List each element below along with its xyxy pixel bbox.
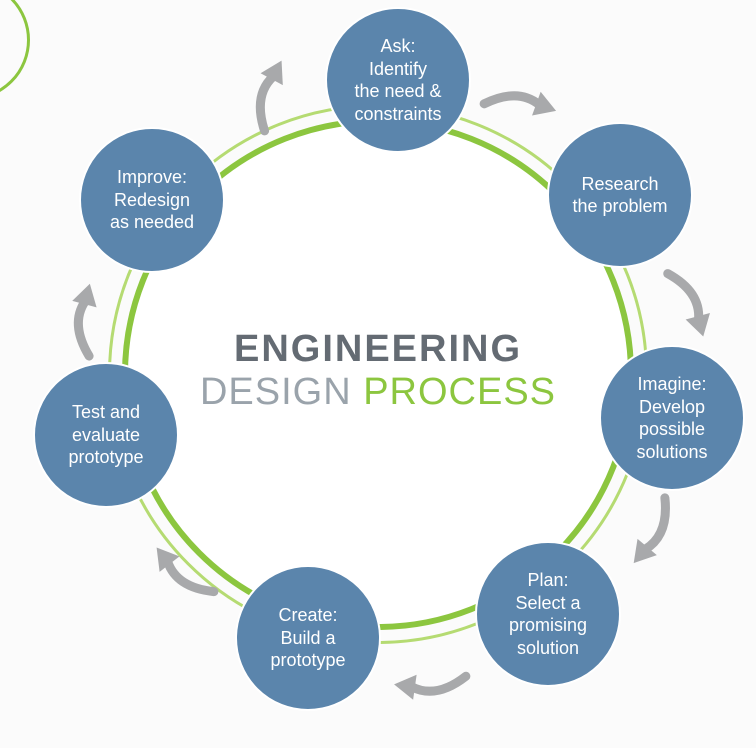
cycle-arrow-plan-to-create <box>384 649 472 712</box>
node-create-label: Create: Build a prototype <box>270 604 345 672</box>
node-research-label: Research the problem <box>572 173 667 218</box>
node-research: Research the problem <box>547 122 693 268</box>
title-line1: ENGINEERING <box>178 328 578 371</box>
node-ask-label: Ask: Identify the need & constraints <box>354 35 441 125</box>
node-plan: Plan: Select a promising solution <box>475 541 621 687</box>
node-improve-label: Improve: Redesign as needed <box>110 166 194 234</box>
node-improve: Improve: Redesign as needed <box>79 127 225 273</box>
cycle-arrow-research-to-imagine <box>650 261 721 354</box>
node-imagine: Imagine: Develop possible solutions <box>599 345 745 491</box>
node-imagine-label: Imagine: Develop possible solutions <box>636 373 707 463</box>
center-title: ENGINEERINGDESIGN PROCESS <box>178 328 578 414</box>
node-plan-label: Plan: Select a promising solution <box>509 569 587 659</box>
title-process: PROCESS <box>363 371 556 413</box>
node-ask: Ask: Identify the need & constraints <box>325 7 471 153</box>
node-test: Test and evaluate prototype <box>33 362 179 508</box>
corner-arc-decoration <box>0 0 30 100</box>
diagram-stage: ENGINEERINGDESIGN PROCESS Ask: Identify t… <box>0 0 756 748</box>
node-create: Create: Build a prototype <box>235 565 381 711</box>
title-design: DESIGN <box>200 371 363 413</box>
node-test-label: Test and evaluate prototype <box>68 401 143 469</box>
title-line2: DESIGN PROCESS <box>178 371 578 414</box>
